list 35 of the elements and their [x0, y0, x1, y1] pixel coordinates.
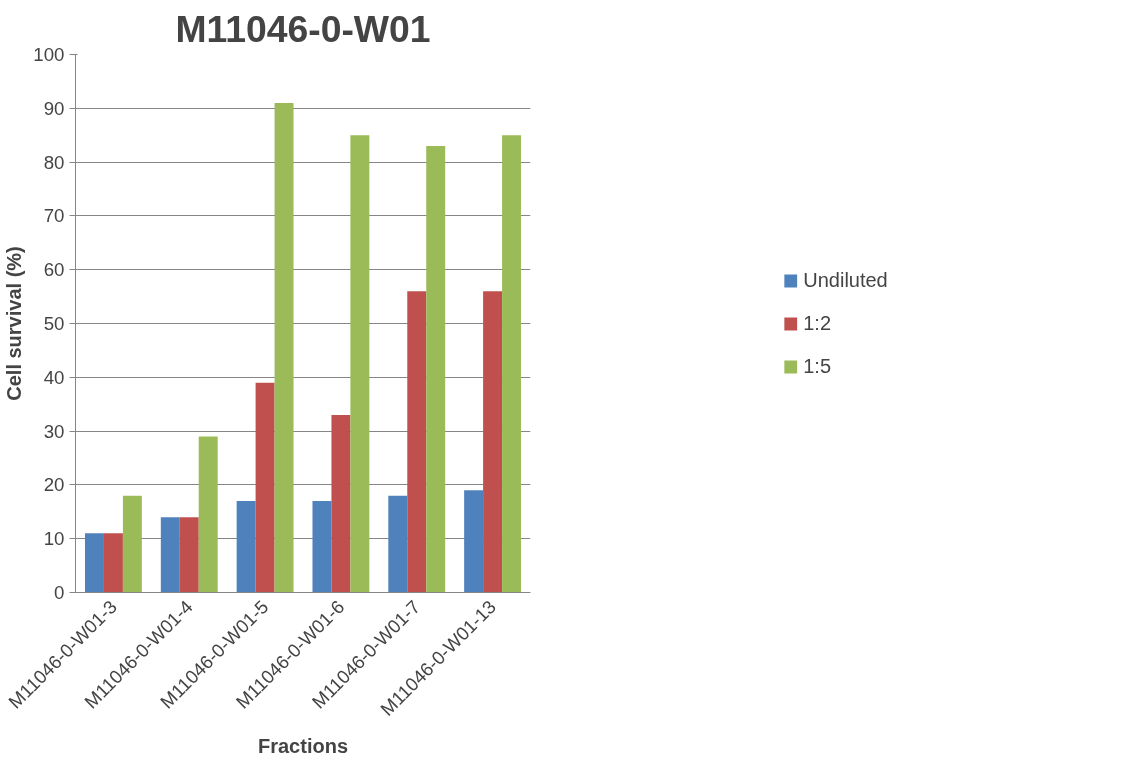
bar	[350, 135, 370, 593]
y-axis-title: Cell survival (%)	[3, 246, 26, 401]
y-tick-label: 100	[33, 44, 65, 65]
y-tick-label: 90	[43, 97, 65, 119]
bar	[407, 291, 427, 593]
bar	[84, 533, 104, 593]
bar	[255, 382, 275, 593]
y-tick-label: 80	[43, 151, 65, 173]
bar	[388, 495, 408, 593]
bar	[274, 102, 294, 593]
chart-title: M11046-0-W01	[175, 7, 431, 50]
bar	[483, 291, 503, 593]
bar	[464, 490, 484, 593]
bar	[426, 145, 446, 593]
y-tick-label: 30	[43, 420, 65, 442]
bar	[331, 414, 351, 593]
y-tick-label: 70	[43, 205, 65, 227]
y-tick-label: 0	[54, 582, 65, 603]
legend-label: 1:5	[803, 354, 832, 378]
y-tick-label: 60	[43, 259, 65, 281]
y-tick-label: 50	[43, 313, 65, 334]
y-tick-label: 40	[43, 366, 65, 388]
bar	[236, 501, 256, 593]
legend-label: 1:2	[803, 311, 832, 335]
legend-label: Undiluted	[803, 268, 888, 292]
y-tick-label: 20	[43, 474, 65, 496]
x-axis-title: Fractions	[257, 735, 349, 758]
bar	[198, 436, 218, 593]
bar	[502, 135, 522, 593]
bar	[179, 517, 199, 593]
bar	[160, 517, 180, 593]
bar	[122, 495, 142, 593]
y-tick-label: 10	[43, 528, 65, 550]
bar	[312, 501, 332, 593]
bar	[103, 533, 123, 593]
